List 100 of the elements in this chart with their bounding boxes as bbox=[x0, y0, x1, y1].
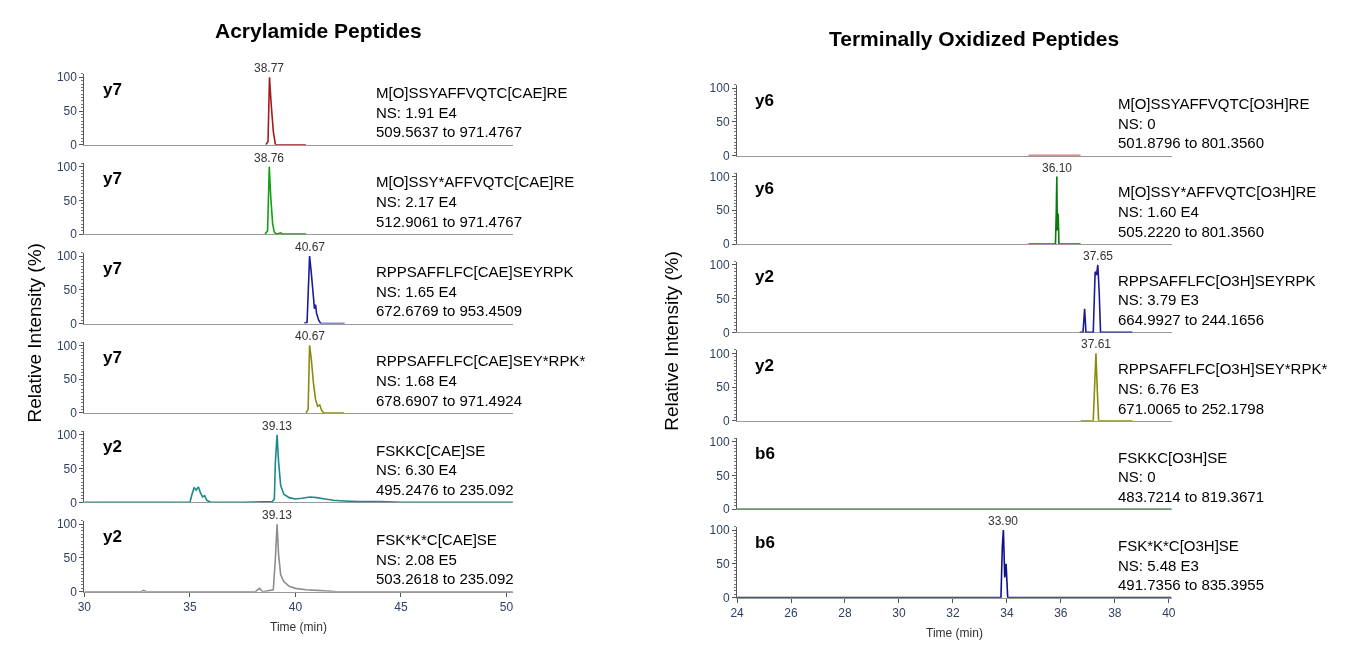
annotation: y6 bbox=[755, 179, 774, 198]
y-tick-label: 50 bbox=[63, 193, 78, 208]
annotation: y2 bbox=[103, 527, 122, 546]
y-tick-label: 50 bbox=[716, 468, 730, 483]
annotation: M[O]SSYAFFVQTC[O3H]RE bbox=[1118, 95, 1310, 112]
y-tick-label: 50 bbox=[716, 557, 730, 572]
y-tick-label: 100 bbox=[56, 159, 78, 174]
annotation: FSKKC[O3H]SE bbox=[1118, 449, 1228, 466]
y-tick-label: 0 bbox=[70, 227, 78, 242]
annotation: 39.13 bbox=[262, 508, 293, 522]
annotation: y7 bbox=[103, 80, 122, 99]
annotation: 39.13 bbox=[262, 419, 293, 433]
annotation: b6 bbox=[755, 533, 775, 552]
annotation: y7 bbox=[103, 259, 122, 278]
annotation: 36.10 bbox=[1042, 161, 1073, 175]
chart-title: Acrylamide Peptides bbox=[215, 19, 422, 42]
x-tick-label: 40 bbox=[288, 600, 303, 615]
y-axis-title: Relative Intensity (%) bbox=[23, 243, 45, 423]
annotation: NS: 6.30 E4 bbox=[376, 461, 457, 478]
y-tick-label: 100 bbox=[709, 81, 730, 96]
annotation: 501.8796 to 801.3560 bbox=[1118, 134, 1264, 151]
annotation: RPPSAFFLFC[CAE]SEYRPK bbox=[376, 263, 574, 280]
y-tick-label: 100 bbox=[56, 428, 78, 443]
y-tick-label: 50 bbox=[63, 461, 78, 476]
annotation: NS: 1.68 E4 bbox=[376, 372, 457, 389]
annotation: 503.2618 to 235.092 bbox=[376, 570, 514, 587]
x-tick-label: 30 bbox=[77, 600, 92, 615]
y-tick-label: 0 bbox=[722, 148, 730, 163]
y-tick-label: 0 bbox=[722, 502, 730, 517]
x-tick-label: 26 bbox=[784, 606, 799, 621]
annotation: NS: 3.79 E3 bbox=[1118, 291, 1199, 308]
y-tick-label: 50 bbox=[716, 203, 730, 218]
y-tick-label: 100 bbox=[709, 346, 730, 361]
annotation: NS: 2.08 E5 bbox=[376, 551, 457, 568]
y-tick-label: 50 bbox=[63, 372, 78, 387]
annotation: 483.7214 to 819.3671 bbox=[1118, 488, 1264, 505]
y-tick-label: 0 bbox=[70, 406, 78, 421]
x-tick-label: 36 bbox=[1054, 606, 1068, 621]
annotation: NS: 2.17 E4 bbox=[376, 193, 457, 210]
y-tick-label: 100 bbox=[56, 517, 78, 532]
y-tick-label: 50 bbox=[716, 380, 730, 395]
annotation: 37.65 bbox=[1083, 249, 1114, 263]
annotation: 33.90 bbox=[988, 514, 1019, 528]
annotation: y2 bbox=[755, 356, 774, 375]
annotation: FSKKC[CAE]SE bbox=[376, 442, 486, 459]
y-tick-label: 100 bbox=[56, 338, 78, 353]
annotation: M[O]SSY*AFFVQTC[CAE]RE bbox=[376, 173, 575, 190]
y-tick-label: 100 bbox=[56, 70, 78, 85]
annotation: FSK*K*C[O3H]SE bbox=[1118, 537, 1239, 554]
annotation: NS: 0 bbox=[1118, 468, 1156, 485]
x-tick-label: 34 bbox=[1000, 606, 1014, 621]
annotation: 40.67 bbox=[295, 329, 326, 343]
y-tick-label: 0 bbox=[722, 590, 730, 605]
annotation: 38.76 bbox=[254, 151, 285, 165]
chart-title: Terminally Oxidized Peptides bbox=[829, 27, 1120, 50]
annotation: 672.6769 to 953.4509 bbox=[376, 302, 522, 319]
x-tick-label: 28 bbox=[838, 606, 852, 621]
annotation: b6 bbox=[755, 444, 775, 463]
annotation: 509.5637 to 971.4767 bbox=[376, 123, 522, 140]
annotation: NS: 1.60 E4 bbox=[1118, 203, 1199, 220]
annotation: FSK*K*C[CAE]SE bbox=[376, 531, 497, 548]
annotation: 512.9061 to 971.4767 bbox=[376, 213, 522, 230]
annotation: NS: 5.48 E3 bbox=[1118, 557, 1199, 574]
annotation: NS: 1.65 E4 bbox=[376, 283, 457, 300]
x-tick-label: 30 bbox=[892, 606, 906, 621]
y-tick-label: 100 bbox=[56, 249, 78, 264]
annotation: y2 bbox=[755, 267, 774, 286]
annotation: y7 bbox=[103, 169, 122, 188]
x-axis-title: Time (min) bbox=[926, 626, 983, 640]
x-tick-label: 24 bbox=[730, 606, 745, 621]
y-tick-label: 0 bbox=[70, 316, 78, 331]
annotation: RPPSAFFLFC[CAE]SEY*RPK* bbox=[376, 352, 586, 369]
y-tick-label: 0 bbox=[722, 414, 730, 429]
y-tick-label: 0 bbox=[70, 137, 78, 152]
annotation: y2 bbox=[103, 437, 122, 456]
annotation: y6 bbox=[755, 91, 774, 110]
annotation: M[O]SSYAFFVQTC[CAE]RE bbox=[376, 84, 568, 101]
annotation: 505.2220 to 801.3560 bbox=[1118, 223, 1264, 240]
y-tick-label: 50 bbox=[716, 291, 730, 306]
y-axis-title: Relative Intensity (%) bbox=[661, 251, 683, 431]
annotation: 671.0065 to 252.1798 bbox=[1118, 400, 1264, 417]
annotation: 491.7356 to 835.3955 bbox=[1118, 576, 1264, 593]
annotation: RPPSAFFLFC[O3H]SEY*RPK* bbox=[1118, 360, 1328, 377]
y-tick-label: 50 bbox=[63, 283, 78, 297]
annotation: 495.2476 to 235.092 bbox=[376, 481, 514, 498]
y-tick-label: 0 bbox=[70, 584, 78, 599]
annotation: 40.67 bbox=[295, 240, 326, 254]
x-axis-title: Time (min) bbox=[270, 620, 327, 634]
y-tick-label: 100 bbox=[709, 258, 730, 273]
annotation: y7 bbox=[103, 348, 122, 367]
x-tick-label: 45 bbox=[394, 600, 408, 615]
y-tick-label: 100 bbox=[709, 434, 730, 449]
y-tick-label: 0 bbox=[722, 237, 730, 252]
y-tick-label: 0 bbox=[722, 325, 730, 340]
annotation: NS: 6.76 E3 bbox=[1118, 380, 1199, 397]
x-tick-label: 40 bbox=[1162, 606, 1176, 621]
y-tick-label: 0 bbox=[70, 495, 78, 510]
x-tick-label: 35 bbox=[183, 600, 197, 615]
annotation: M[O]SSY*AFFVQTC[O3H]RE bbox=[1118, 183, 1317, 200]
y-tick-label: 100 bbox=[709, 169, 730, 184]
